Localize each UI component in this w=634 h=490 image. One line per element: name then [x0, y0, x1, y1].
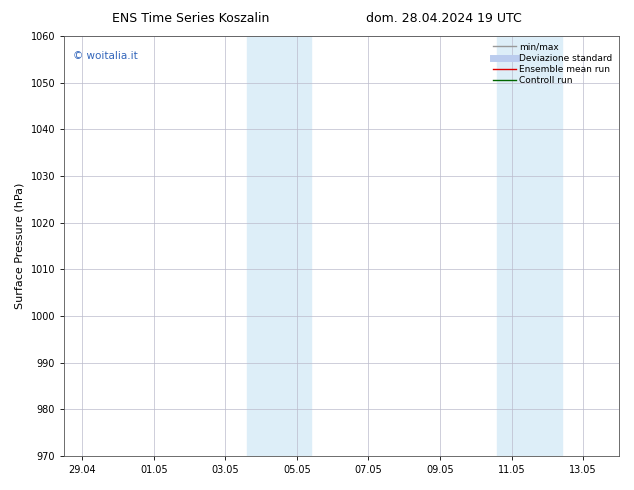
Text: dom. 28.04.2024 19 UTC: dom. 28.04.2024 19 UTC — [366, 12, 522, 25]
Bar — [497, 36, 562, 456]
Legend: min/max, Deviazione standard, Ensemble mean run, Controll run: min/max, Deviazione standard, Ensemble m… — [491, 41, 614, 87]
Y-axis label: Surface Pressure (hPa): Surface Pressure (hPa) — [15, 183, 25, 309]
Text: ENS Time Series Koszalin: ENS Time Series Koszalin — [112, 12, 269, 25]
Bar — [247, 36, 311, 456]
Text: © woitalia.it: © woitalia.it — [72, 51, 138, 61]
